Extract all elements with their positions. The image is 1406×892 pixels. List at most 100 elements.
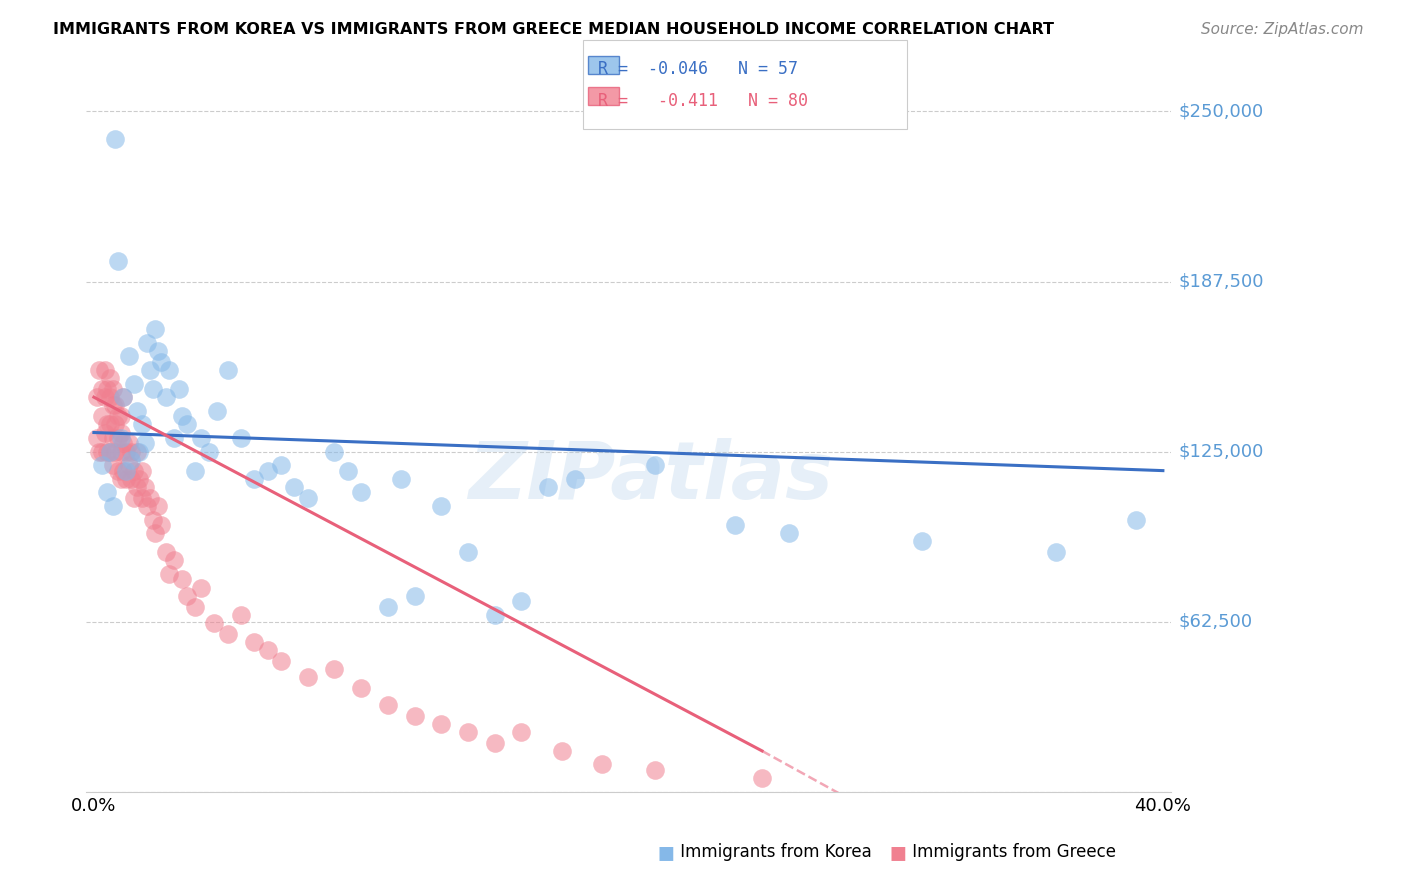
- Point: [86, 431, 108, 445]
- Point: [93, 425, 115, 440]
- Point: [120, 452, 142, 467]
- Point: [104, 398, 127, 412]
- Point: [377, 698, 399, 712]
- Point: [101, 431, 124, 445]
- Point: [110, 431, 132, 445]
- Point: [510, 594, 533, 608]
- Point: [96, 417, 118, 432]
- Point: [136, 335, 159, 350]
- Point: [115, 464, 138, 478]
- Point: [217, 363, 239, 377]
- Point: [184, 464, 207, 478]
- Point: [96, 382, 118, 396]
- Text: $250,000: $250,000: [1178, 103, 1264, 120]
- Point: [117, 458, 139, 473]
- Point: [256, 643, 278, 657]
- Point: [256, 464, 278, 478]
- Point: [155, 545, 177, 559]
- Point: [93, 390, 115, 404]
- Point: [139, 363, 162, 377]
- Point: [90, 444, 112, 458]
- Point: [229, 431, 252, 445]
- Point: [484, 607, 506, 622]
- Point: [323, 662, 346, 676]
- Point: [724, 518, 747, 533]
- Point: [205, 403, 228, 417]
- Text: R =   -0.411   N = 80: R = -0.411 N = 80: [598, 92, 807, 110]
- Point: [93, 363, 115, 377]
- Point: [184, 599, 207, 614]
- Point: [139, 491, 162, 505]
- Point: [243, 472, 266, 486]
- Point: [297, 670, 319, 684]
- Point: [112, 464, 135, 478]
- Point: [131, 464, 153, 478]
- Point: [122, 491, 145, 505]
- Point: [96, 444, 118, 458]
- Point: [120, 444, 142, 458]
- Point: [120, 472, 142, 486]
- Point: [146, 343, 169, 358]
- Point: [229, 607, 252, 622]
- Point: [510, 724, 533, 739]
- Text: R =  -0.046   N = 57: R = -0.046 N = 57: [598, 60, 797, 78]
- Point: [336, 464, 359, 478]
- Point: [110, 409, 132, 424]
- Point: [131, 417, 153, 432]
- Point: [101, 458, 124, 473]
- Point: [297, 491, 319, 505]
- Point: [112, 436, 135, 450]
- Point: [172, 573, 194, 587]
- Point: [149, 355, 172, 369]
- Text: $125,000: $125,000: [1178, 442, 1264, 460]
- Point: [98, 444, 121, 458]
- Point: [128, 444, 150, 458]
- Point: [110, 425, 132, 440]
- Point: [122, 376, 145, 391]
- Point: [98, 444, 121, 458]
- Point: [389, 472, 412, 486]
- Text: IMMIGRANTS FROM KOREA VS IMMIGRANTS FROM GREECE MEDIAN HOUSEHOLD INCOME CORRELAT: IMMIGRANTS FROM KOREA VS IMMIGRANTS FROM…: [53, 22, 1054, 37]
- Point: [104, 131, 127, 145]
- Point: [86, 390, 108, 404]
- Text: $62,500: $62,500: [1178, 613, 1253, 631]
- Point: [564, 472, 586, 486]
- Point: [1045, 545, 1067, 559]
- Point: [190, 431, 212, 445]
- Point: [430, 716, 453, 731]
- Point: [90, 458, 112, 473]
- Point: [125, 403, 148, 417]
- Point: [350, 485, 373, 500]
- Text: ▪: ▪: [657, 838, 675, 866]
- Point: [112, 390, 135, 404]
- Point: [134, 436, 156, 450]
- Point: [591, 757, 613, 772]
- Point: [98, 390, 121, 404]
- Point: [149, 518, 172, 533]
- Text: ▪: ▪: [889, 838, 907, 866]
- Point: [115, 472, 138, 486]
- Point: [90, 409, 112, 424]
- Point: [404, 708, 426, 723]
- Point: [104, 444, 127, 458]
- Point: [98, 417, 121, 432]
- Point: [217, 627, 239, 641]
- Point: [1125, 513, 1147, 527]
- Point: [101, 382, 124, 396]
- Point: [323, 444, 346, 458]
- Point: [107, 409, 129, 424]
- Point: [163, 431, 186, 445]
- Point: [117, 436, 139, 450]
- Point: [457, 724, 479, 739]
- Point: [142, 382, 165, 396]
- Point: [163, 553, 186, 567]
- Point: [644, 763, 666, 777]
- Point: [751, 771, 773, 785]
- Point: [143, 322, 166, 336]
- Point: [202, 615, 225, 630]
- Point: [350, 681, 373, 696]
- Text: Immigrants from Korea: Immigrants from Korea: [675, 843, 872, 861]
- Point: [115, 444, 138, 458]
- Point: [457, 545, 479, 559]
- Text: $187,500: $187,500: [1178, 273, 1264, 291]
